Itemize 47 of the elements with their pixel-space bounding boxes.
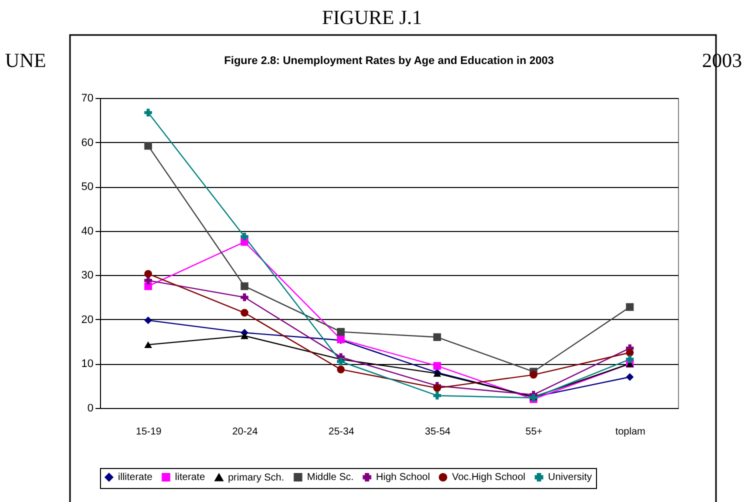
legend-label: Voc.High School — [452, 472, 526, 484]
point — [240, 232, 248, 240]
y-tick-label: 0 — [87, 402, 94, 414]
text: UNE — [5, 50, 46, 72]
legend-label: illiterate — [118, 472, 153, 484]
point — [144, 341, 152, 348]
x-tick-label: toplam — [615, 426, 646, 438]
legend-label: High School — [376, 472, 430, 484]
legend-label: Middle Sc. — [307, 472, 354, 484]
point — [530, 370, 538, 379]
point — [240, 332, 248, 340]
chart-title: Figure 2.8: Unemployment Rates by Age and Education in 2003 — [224, 55, 554, 67]
y-tick-label: 20 — [81, 314, 94, 326]
y-tick-label: 40 — [81, 225, 94, 238]
point — [433, 384, 442, 392]
x-tick-label: 15-19 — [136, 426, 162, 438]
legend-label: primary Sch. — [228, 472, 284, 484]
y-tick-label: 60 — [81, 136, 94, 149]
point — [144, 108, 152, 116]
point — [433, 333, 442, 342]
y-tick-label: 30 — [81, 270, 94, 282]
point — [144, 270, 152, 278]
point — [144, 276, 152, 284]
point — [240, 308, 248, 317]
point — [626, 348, 634, 357]
y-tick-label: 10 — [81, 358, 94, 370]
x-tick-label: 25-34 — [328, 426, 355, 438]
x-tick-label: 55+ — [526, 426, 543, 438]
point — [240, 282, 248, 290]
text: FIGURE J.1 — [322, 7, 422, 29]
x-tick-label: 35-54 — [424, 426, 451, 438]
point — [240, 293, 248, 302]
point — [626, 355, 634, 364]
point — [626, 373, 634, 381]
x-tick-label: 20-24 — [232, 426, 258, 438]
legend-label: literate — [175, 472, 206, 484]
point — [626, 303, 634, 311]
point — [433, 392, 442, 400]
y-tick-label: 50 — [81, 181, 94, 194]
point — [433, 362, 442, 370]
point — [144, 316, 152, 324]
legend-label: University — [548, 472, 592, 484]
point — [144, 142, 152, 150]
point — [336, 328, 345, 336]
y-tick-label: 70 — [81, 92, 94, 104]
point — [336, 358, 345, 366]
point — [336, 366, 345, 374]
